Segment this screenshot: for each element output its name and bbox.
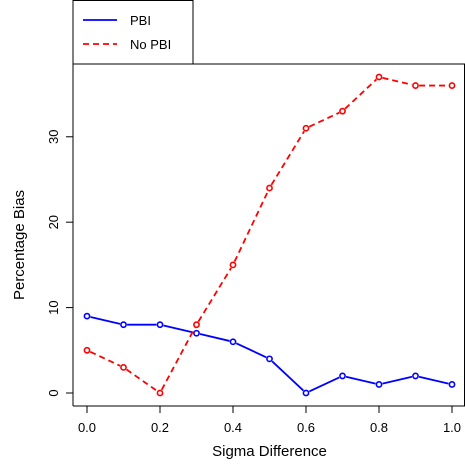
plot-frame <box>72 63 465 407</box>
x-tick-label: 1.0 <box>443 420 461 435</box>
data-point <box>120 363 127 371</box>
y-axis-title: Percentage Bias <box>11 190 28 300</box>
series-segment <box>308 376 340 393</box>
y-tick-label: 0 <box>46 389 61 396</box>
series-segment <box>270 130 305 186</box>
series-segment <box>382 375 413 385</box>
series-segment <box>308 111 340 128</box>
data-point <box>193 321 200 329</box>
series-segment <box>233 190 269 263</box>
series-segment <box>89 351 121 367</box>
series-no-pbi <box>83 73 456 397</box>
data-point <box>448 381 456 388</box>
data-point <box>339 372 346 380</box>
legend-box <box>72 0 194 65</box>
series-segment <box>344 78 377 110</box>
data-point <box>156 321 164 329</box>
x-axis: 0.0 0.2 0.4 0.6 0.8 1.0 <box>78 406 461 435</box>
data-point <box>156 389 164 397</box>
series-pbi <box>83 312 456 397</box>
x-tick-label: 0.6 <box>297 420 315 435</box>
x-tick-label: 0.2 <box>151 420 169 435</box>
series-segment <box>125 368 158 392</box>
y-tick-label: 30 <box>46 130 61 144</box>
data-point <box>302 124 310 132</box>
series-segment <box>90 316 121 325</box>
data-point <box>229 261 237 269</box>
series-segment <box>382 76 413 86</box>
data-point <box>83 312 91 320</box>
legend: PBI No PBI <box>72 0 194 65</box>
y-tick-label: 10 <box>46 300 61 314</box>
x-tick-label: 0.4 <box>224 420 242 435</box>
series-segment <box>160 327 196 391</box>
data-point <box>193 329 200 337</box>
series-layer <box>83 73 456 397</box>
y-axis: 0 10 20 30 <box>46 130 73 397</box>
series-segment <box>418 375 449 385</box>
series-segment <box>345 375 376 385</box>
data-point <box>412 82 419 89</box>
data-point <box>339 107 346 115</box>
x-tick-label: 0.0 <box>78 420 96 435</box>
y-tick-label: 20 <box>46 215 61 229</box>
data-point <box>266 355 273 363</box>
data-point <box>448 82 456 89</box>
data-point <box>412 372 419 380</box>
series-segment <box>197 267 232 323</box>
series-segment <box>235 342 267 359</box>
data-point <box>375 73 383 81</box>
series-segment <box>163 324 194 334</box>
data-point <box>266 184 273 192</box>
data-point <box>229 338 237 346</box>
data-point <box>120 321 127 329</box>
x-tick-label: 0.8 <box>370 420 388 435</box>
series-segment <box>199 333 230 342</box>
data-point <box>375 381 383 388</box>
data-point <box>83 346 91 354</box>
x-axis-title: Sigma Difference <box>212 443 327 460</box>
series-segment <box>271 360 304 392</box>
legend-label: No PBI <box>130 37 171 52</box>
data-point <box>302 389 310 397</box>
legend-label: PBI <box>130 13 151 28</box>
